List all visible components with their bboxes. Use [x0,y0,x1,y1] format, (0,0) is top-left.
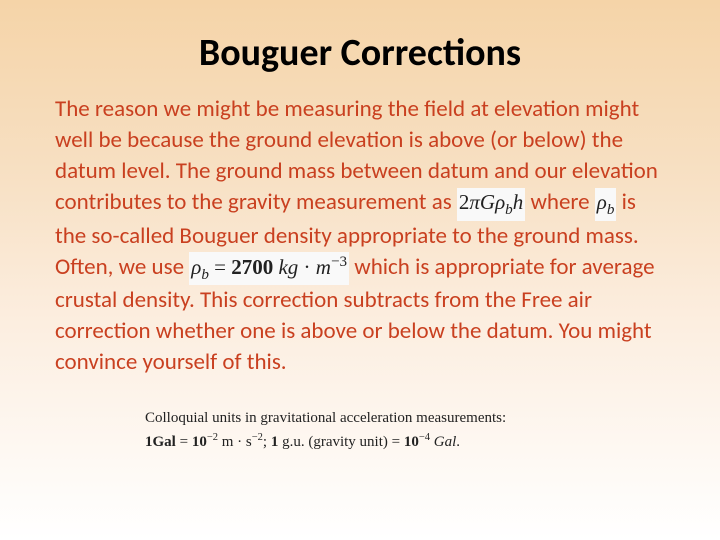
units-footnote: Colloquial units in gravitational accele… [145,407,665,455]
slide-content: Bouguer Corrections The reason we might … [0,0,720,474]
body-paragraph: The reason we might be measuring the fie… [55,94,665,379]
units-line2: 1Gal = 10−2 m · s−2; 1 g.u. (gravity uni… [145,430,665,454]
formula-2piGrhobh: 2πGρbh [457,188,525,221]
formula-rhob: ρb [595,188,617,221]
body-segment-2: where [530,188,594,216]
units-line1: Colloquial units in gravitational accele… [145,407,665,430]
formula-rhob-value: ρb = 2700 kg · m−3 [189,252,349,286]
slide-title: Bouguer Corrections [55,30,665,76]
